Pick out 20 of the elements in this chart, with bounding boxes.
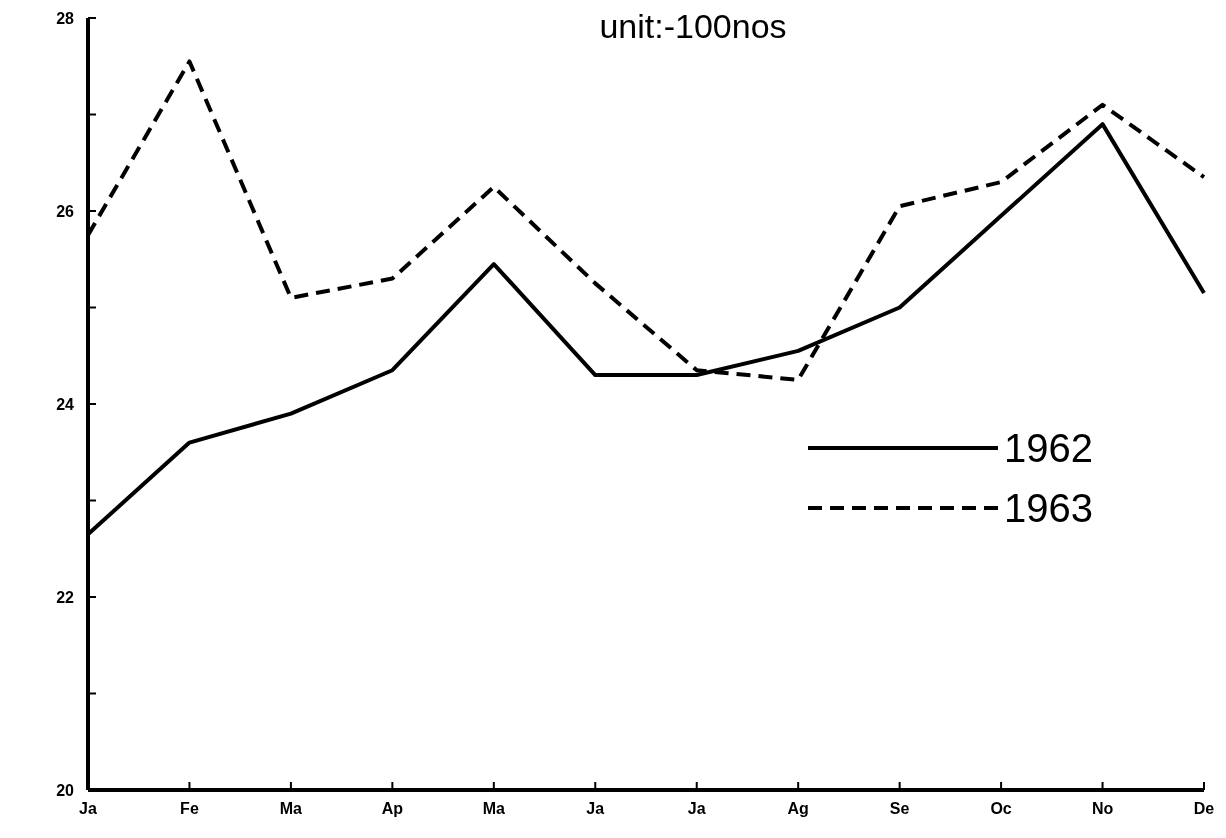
x-tick-label: Ma <box>482 800 506 817</box>
x-tick-label: No <box>1091 800 1114 817</box>
y-tick-label: 28 <box>56 9 75 27</box>
y-tick-label: 20 <box>56 781 75 799</box>
x-tick-label: Fe <box>180 800 199 817</box>
x-tick-label: Oc <box>990 800 1012 817</box>
x-tick-label: Ap <box>381 800 404 817</box>
chart-title: unit:-100nos <box>599 7 787 45</box>
x-tick-label: Se <box>889 800 910 817</box>
legend-label: 1963 <box>1004 486 1093 530</box>
x-tick-label: Ja <box>79 800 97 817</box>
y-tick-label: 22 <box>56 588 75 606</box>
x-tick-label: Ag <box>787 800 809 817</box>
x-tick-label: De <box>1193 800 1215 817</box>
y-tick-label: 24 <box>56 395 75 413</box>
x-tick-label: Ja <box>586 800 605 817</box>
x-tick-label: Ja <box>687 800 706 817</box>
legend-label: 1962 <box>1004 426 1093 470</box>
x-tick-label: Ma <box>279 800 303 817</box>
y-tick-label: 26 <box>56 202 75 220</box>
